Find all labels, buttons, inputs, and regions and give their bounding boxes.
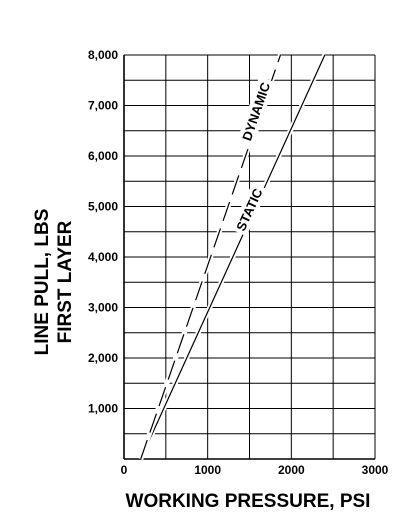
y-tick-label: 4,000 — [88, 250, 118, 264]
y-axis-title-line2: FIRST LAYER — [55, 220, 76, 343]
y-tick-labels: 1,000 2,000 3,000 4,000 5,000 6,000 7,000 8,000 — [88, 48, 118, 416]
x-tick-label: 3000 — [362, 463, 389, 477]
series-label-bg — [237, 76, 276, 146]
series-line-dynamic — [140, 54, 282, 460]
x-tick-labels: 0 1000 2000 3000 — [121, 463, 389, 477]
series-label-dynamic: DYNAMIC — [237, 76, 276, 146]
y-tick-label: 7,000 — [88, 99, 118, 113]
series-labels: STATIC DYNAMIC — [231, 76, 276, 237]
y-tick-label: 1,000 — [88, 402, 118, 416]
y-tick-label: 8,000 — [88, 48, 118, 62]
series-label-static: STATIC — [231, 182, 268, 237]
series-label-text: STATIC — [233, 186, 266, 234]
x-tick-label: 1000 — [194, 463, 221, 477]
y-axis-title-line1: LINE PULL, LBS — [32, 209, 53, 356]
y-tick-label: 3,000 — [88, 301, 118, 315]
x-axis-title: WORKING PRESSURE, PSI — [126, 491, 371, 512]
series-label-bg — [231, 182, 268, 237]
y-tick-label: 2,000 — [88, 351, 118, 365]
series-line-static — [140, 54, 326, 460]
y-tick-label: 6,000 — [88, 149, 118, 163]
x-tick-label: 2000 — [278, 463, 305, 477]
y-tick-label: 5,000 — [88, 200, 118, 214]
series-label-text: DYNAMIC — [239, 80, 273, 143]
x-tick-label: 0 — [121, 463, 128, 477]
